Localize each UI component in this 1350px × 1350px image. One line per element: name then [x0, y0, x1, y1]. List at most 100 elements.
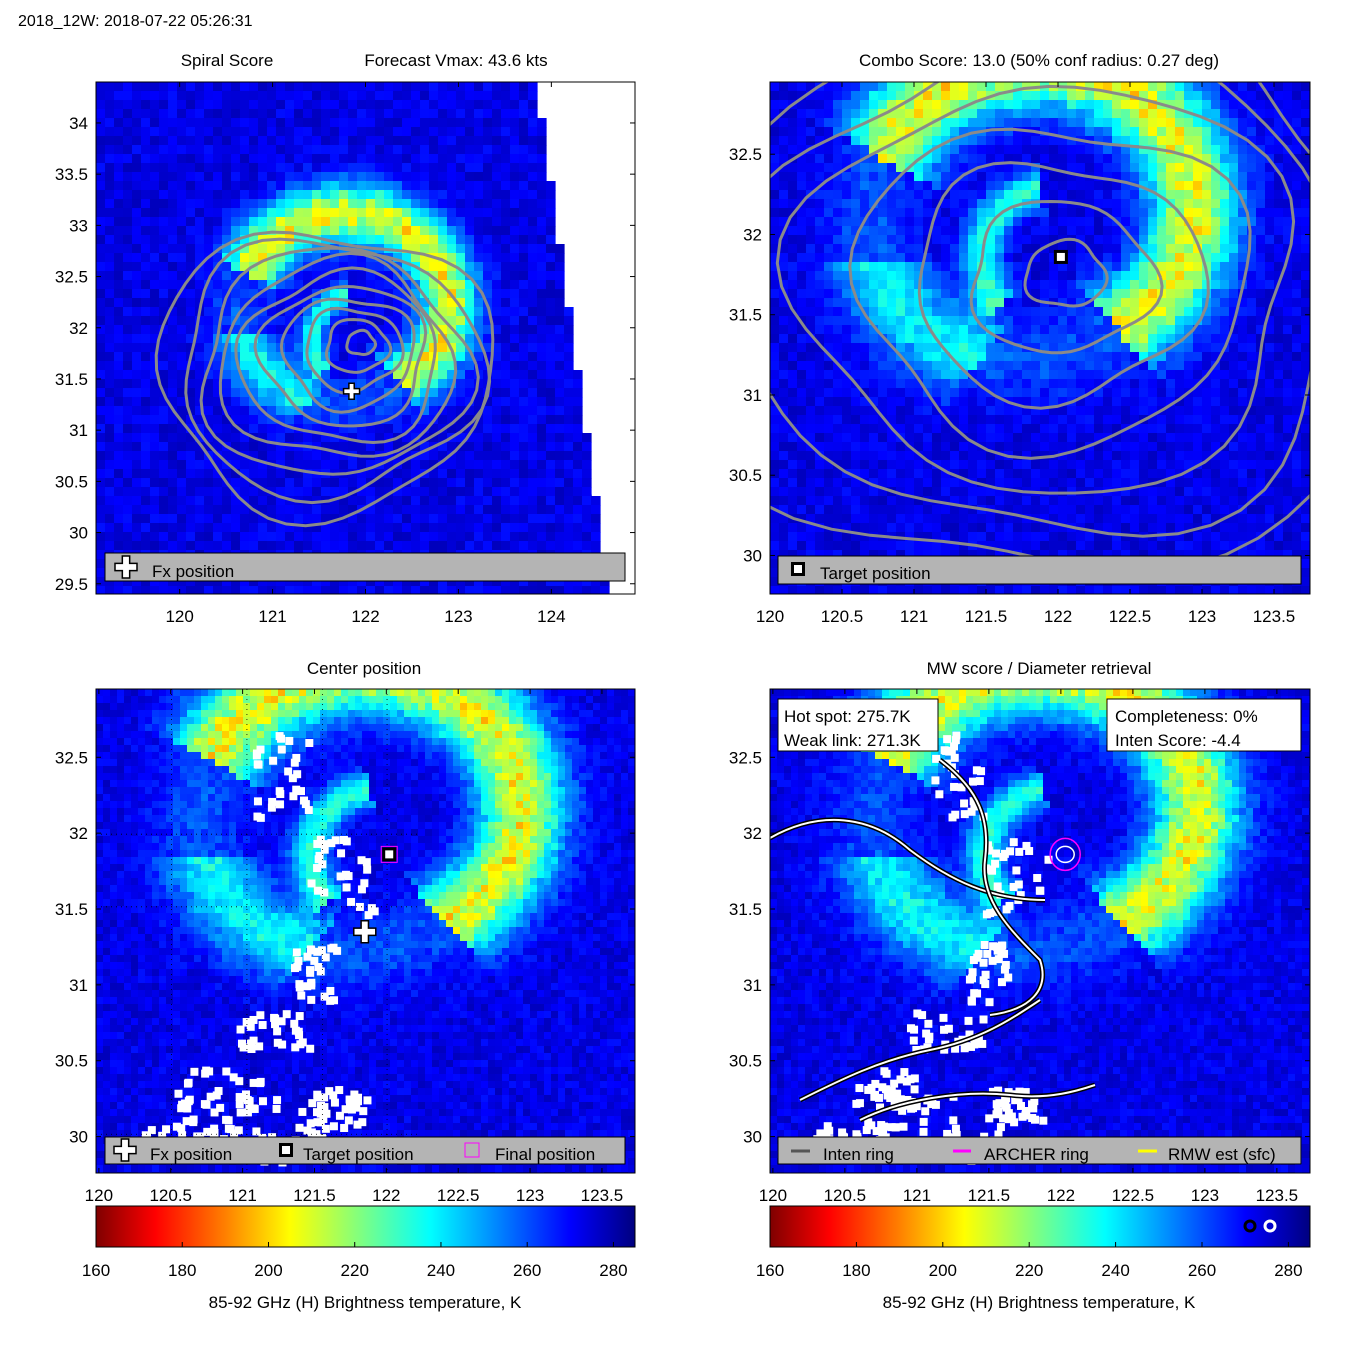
brightness-cell: [492, 82, 502, 92]
brightness-cell: [986, 316, 996, 326]
brightness-cell: [96, 424, 106, 434]
brightness-cell: [1112, 244, 1122, 254]
brightness-cell: [1211, 289, 1221, 299]
brightness-cell: [1301, 271, 1310, 281]
brightness-cell: [294, 100, 304, 110]
brightness-cell: [321, 118, 331, 128]
brightness-cell: [357, 280, 367, 290]
brightness-cell: [123, 262, 133, 272]
brightness-cell: [1049, 217, 1059, 227]
brightness-cell: [1193, 244, 1203, 254]
brightness-cell: [267, 532, 277, 542]
brightness-cell: [105, 190, 115, 200]
brightness-cell: [240, 163, 250, 173]
brightness-cell: [815, 172, 825, 182]
brightness-cell: [1175, 172, 1185, 182]
brightness-cell: [492, 334, 502, 344]
brightness-cell: [519, 505, 529, 515]
brightness-cell: [366, 307, 376, 317]
brightness-cell: [842, 181, 852, 191]
brightness-cell: [501, 406, 511, 416]
brightness-cell: [600, 586, 610, 594]
brightness-cell: [1067, 343, 1077, 353]
brightness-cell: [375, 388, 385, 398]
brightness-cell: [429, 190, 439, 200]
brightness-cell: [114, 127, 124, 137]
brightness-cell: [1301, 226, 1310, 236]
brightness-cell: [249, 406, 259, 416]
brightness-cell: [1247, 109, 1257, 119]
brightness-cell: [1265, 109, 1275, 119]
brightness-cell: [141, 217, 151, 227]
brightness-cell: [914, 352, 924, 362]
brightness-cell: [276, 91, 286, 101]
brightness-cell: [258, 226, 268, 236]
brightness-cell: [501, 109, 511, 119]
brightness-cell: [1031, 118, 1041, 128]
brightness-cell: [833, 127, 843, 137]
brightness-cell: [555, 514, 565, 524]
pressure-contour: [324, 317, 393, 374]
brightness-cell: [1004, 199, 1014, 209]
brightness-cell: [411, 145, 421, 155]
brightness-cell: [114, 397, 124, 407]
brightness-cell: [420, 496, 430, 506]
brightness-cell: [1211, 343, 1221, 353]
spiral-score-title: Spiral Score: [181, 51, 274, 70]
brightness-cell: [896, 154, 906, 164]
brightness-cell: [1202, 172, 1212, 182]
brightness-cell: [267, 271, 277, 281]
brightness-cell: [438, 100, 448, 110]
brightness-cell: [249, 109, 259, 119]
brightness-cell: [222, 352, 232, 362]
brightness-cell: [213, 370, 223, 380]
brightness-cell: [1022, 226, 1032, 236]
brightness-cell: [1121, 235, 1131, 245]
brightness-cell: [950, 82, 960, 92]
brightness-cell: [195, 451, 205, 461]
brightness-cell: [294, 154, 304, 164]
brightness-cell: [923, 253, 933, 263]
brightness-cell: [528, 496, 538, 506]
brightness-cell: [1058, 154, 1068, 164]
brightness-cell: [258, 334, 268, 344]
brightness-cell: [986, 154, 996, 164]
brightness-cell: [114, 577, 124, 587]
brightness-cell: [797, 136, 807, 146]
brightness-cell: [501, 478, 511, 488]
brightness-cell: [168, 424, 178, 434]
brightness-cell: [851, 190, 861, 200]
brightness-cell: [1193, 208, 1203, 218]
brightness-cell: [968, 262, 978, 272]
brightness-cell: [276, 523, 286, 533]
brightness-cell: [905, 235, 915, 245]
brightness-cell: [510, 451, 520, 461]
brightness-cell: [231, 163, 241, 173]
brightness-cell: [1094, 262, 1104, 272]
brightness-cell: [1247, 307, 1257, 317]
brightness-cell: [132, 325, 142, 335]
brightness-cell: [267, 406, 277, 416]
brightness-cell: [339, 442, 349, 452]
brightness-cell: [1013, 235, 1023, 245]
brightness-cell: [528, 163, 538, 173]
brightness-cell: [1103, 316, 1113, 326]
brightness-cell: [159, 487, 169, 497]
brightness-cell: [878, 136, 888, 146]
brightness-cell: [492, 118, 502, 128]
brightness-cell: [1274, 163, 1284, 173]
brightness-cell: [1067, 271, 1077, 281]
brightness-cell: [168, 172, 178, 182]
brightness-cell: [1238, 163, 1248, 173]
brightness-cell: [1283, 82, 1293, 92]
brightness-cell: [995, 190, 1005, 200]
brightness-cell: [357, 469, 367, 479]
brightness-cell: [366, 577, 376, 587]
brightness-cell: [1166, 127, 1176, 137]
brightness-cell: [537, 307, 547, 317]
brightness-cell: [887, 109, 897, 119]
brightness-cell: [528, 388, 538, 398]
brightness-cell: [995, 307, 1005, 317]
brightness-cell: [923, 325, 933, 335]
brightness-cell: [1112, 316, 1122, 326]
